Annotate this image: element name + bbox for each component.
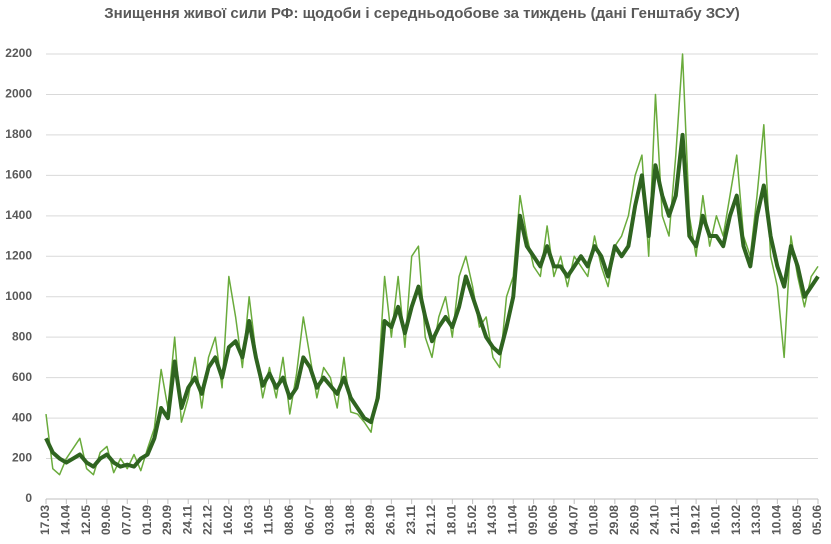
chart-title: Знищення живої сили РФ: щодоби і середнь… xyxy=(104,5,740,22)
x-tick-label: 13.03 xyxy=(749,505,763,535)
x-tick-label: 15.02 xyxy=(465,505,479,535)
x-tick-label: 29.08 xyxy=(607,505,621,535)
x-tick-label: 16.01 xyxy=(709,505,723,535)
x-tick-label: 09.06 xyxy=(99,505,113,535)
x-tick-label: 31.08 xyxy=(343,505,357,535)
x-tick-label: 21.12 xyxy=(424,505,438,535)
x-tick-label: 06.07 xyxy=(302,505,316,535)
y-tick-label: 400 xyxy=(12,410,32,424)
x-tick-label: 10.04 xyxy=(770,505,784,535)
y-tick-label: 1600 xyxy=(5,168,32,182)
x-tick-label: 28.09 xyxy=(363,505,377,535)
x-tick-label: 24.11 xyxy=(180,505,194,535)
x-tick-label: 19.12 xyxy=(688,505,702,535)
x-tick-label: 07.07 xyxy=(119,505,133,535)
x-tick-label: 17.03 xyxy=(38,505,52,535)
x-tick-label: 06.06 xyxy=(546,505,560,535)
x-tick-label: 14.03 xyxy=(485,505,499,535)
x-tick-label: 11.04 xyxy=(505,505,519,535)
y-tick-label: 200 xyxy=(12,451,32,465)
x-tick-label: 11.05 xyxy=(262,505,276,535)
x-tick-label: 13.02 xyxy=(729,505,743,535)
y-tick-label: 0 xyxy=(25,491,32,505)
x-tick-label: 12.05 xyxy=(79,505,93,535)
x-tick-label: 04.07 xyxy=(566,505,580,535)
x-tick-label: 09.05 xyxy=(526,505,540,535)
x-tick-label: 24.10 xyxy=(648,505,662,535)
x-tick-label: 16.02 xyxy=(221,505,235,535)
x-tick-label: 01.09 xyxy=(140,505,154,535)
series-line xyxy=(44,132,820,469)
x-tick-label: 22.12 xyxy=(201,505,215,535)
x-tick-label: 01.08 xyxy=(587,505,601,535)
x-tick-label: 08.05 xyxy=(790,505,804,535)
y-tick-label: 2000 xyxy=(5,87,32,101)
x-tick-label: 08.06 xyxy=(282,505,296,535)
y-tick-label: 1000 xyxy=(5,289,32,303)
y-tick-label: 1400 xyxy=(5,208,32,222)
x-tick-label: 16.03 xyxy=(241,505,255,535)
x-tick-label: 05.06 xyxy=(810,505,824,535)
y-tick-label: 800 xyxy=(12,329,32,343)
y-tick-label: 2200 xyxy=(5,46,32,60)
x-tick-label: 29.09 xyxy=(160,505,174,535)
x-tick-label: 26.10 xyxy=(384,505,398,535)
x-tick-label: 23.11 xyxy=(404,505,418,535)
x-tick-label: 18.01 xyxy=(444,505,458,535)
x-tick-label: 14.04 xyxy=(58,505,72,535)
y-tick-label: 600 xyxy=(12,370,32,384)
x-tick-label: 21.11 xyxy=(668,505,682,535)
x-tick-label: 03.08 xyxy=(323,505,337,535)
y-tick-label: 1200 xyxy=(5,248,32,262)
x-tick-label: 26.09 xyxy=(627,505,641,535)
y-tick-label: 1800 xyxy=(5,127,32,141)
